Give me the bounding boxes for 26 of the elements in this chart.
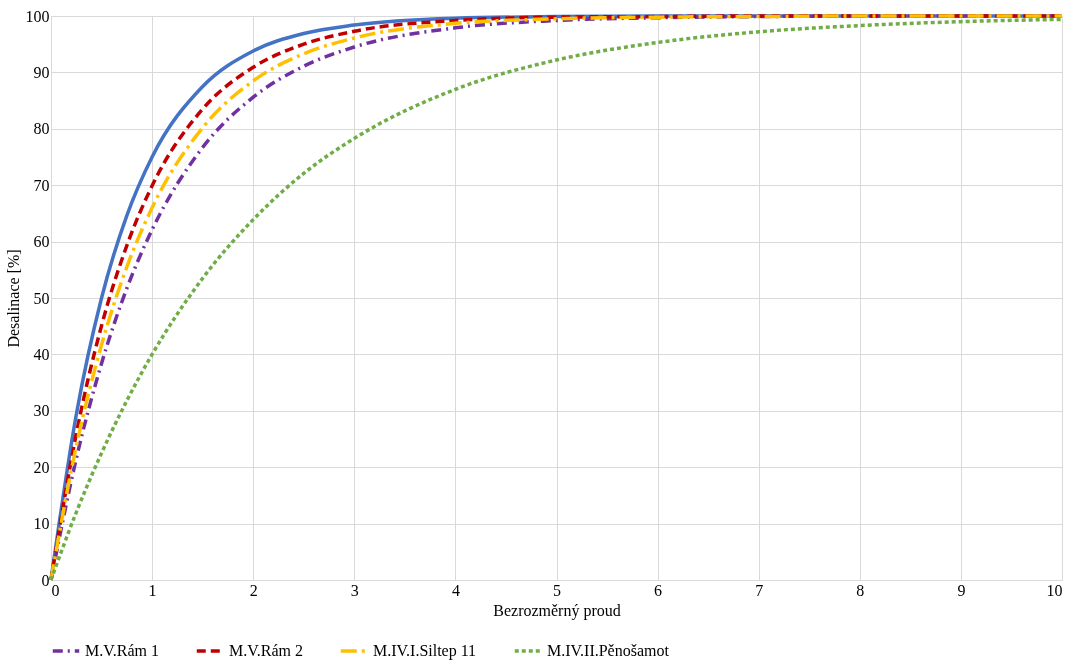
legend-label: M.IV.II.Pěnošamot <box>547 642 670 659</box>
x-tick-label: 7 <box>755 581 764 599</box>
y-tick-label: 90 <box>33 63 50 81</box>
x-tick-label: 2 <box>249 581 258 599</box>
x-tick-label: 1 <box>148 581 157 599</box>
legend-label: M.V.Rám 2 <box>229 642 303 659</box>
y-axis-title: Desalinace [%] <box>4 249 22 348</box>
x-tick-label: 5 <box>553 581 561 599</box>
x-axis-title: Bezrozměrný proud <box>493 601 621 620</box>
x-tick-label: 10 <box>1046 581 1063 599</box>
x-tick-label: 9 <box>957 581 966 599</box>
y-tick-label: 40 <box>33 345 50 363</box>
x-tick-label: 4 <box>451 581 460 599</box>
y-tick-label: 70 <box>33 176 50 194</box>
y-tick-label: 50 <box>33 289 50 307</box>
y-tick-label: 60 <box>33 233 50 251</box>
y-tick-label: 20 <box>33 458 50 476</box>
y-tick-label: 30 <box>33 402 50 420</box>
y-tick-label: 10 <box>33 515 50 533</box>
x-tick-label: 6 <box>654 581 663 599</box>
y-tick-label: 100 <box>25 7 50 25</box>
legend-label: M.V.Rám 1 <box>85 642 159 659</box>
legend-label: M.IV.I.Siltep 11 <box>373 642 477 660</box>
y-tick-label: 80 <box>33 120 50 138</box>
x-tick-label: 3 <box>350 581 359 599</box>
x-tick-label: 8 <box>856 581 865 599</box>
